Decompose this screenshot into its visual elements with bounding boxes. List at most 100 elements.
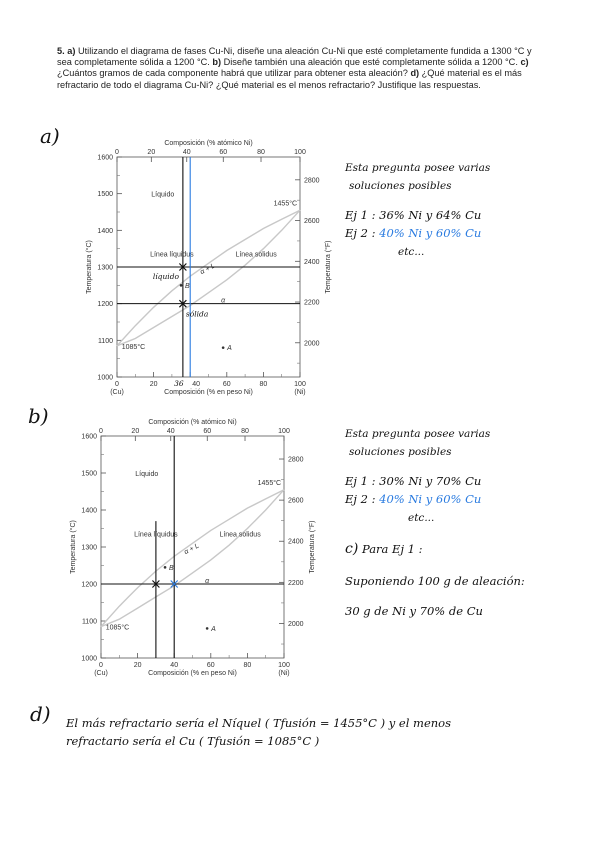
label-liquid: Líquido [151, 192, 174, 199]
bottom-tick-label: 20 [150, 381, 158, 388]
left-tick-label: 1600 [81, 434, 97, 441]
left-tick-label: 1500 [97, 191, 113, 198]
top-tick-label: 20 [147, 149, 155, 156]
answer-a-ej2-prefix: Ej 2 : [345, 226, 376, 240]
answer-a-line2: soluciones posibles [349, 180, 452, 192]
answer-a-etc: etc... [398, 246, 425, 258]
right-tick-label: 2200 [304, 300, 320, 307]
right-tick-label: 2200 [288, 580, 304, 587]
question-a-marker: a) [67, 46, 76, 56]
answer-b-ej1-text: 30% Ni y 70% Cu [379, 474, 482, 488]
left-tick-label: 1400 [81, 508, 97, 515]
label-solidus: Línea solidus [235, 252, 277, 259]
answer-b-ej2: Ej 2 : 40% Ni y 60% Cu [345, 492, 481, 506]
point-b-label: B [185, 283, 190, 290]
top-axis-title: Composición (% atómico Ni) [148, 419, 236, 426]
left-tick-label: 1200 [81, 582, 97, 589]
top-tick-label: 0 [99, 428, 103, 435]
bottom-tick-label: 0 [115, 381, 119, 388]
right-tick-label: 2600 [304, 218, 320, 225]
answer-c-heading: c) Para Ej 1 : [345, 541, 423, 557]
cross-mark [178, 263, 187, 271]
answer-d-line2: refractario sería el Cu ( Tfusión = 1085… [66, 734, 320, 748]
label-cu-melt: 1085°C [106, 624, 129, 632]
answer-a-ej2-text: 40% Ni y 60% Cu [379, 226, 482, 240]
top-tick-label: 40 [167, 428, 175, 435]
point-b-dot [179, 284, 183, 287]
top-tick-label: 60 [203, 428, 211, 435]
right-tick-label: 2400 [304, 259, 320, 266]
answer-a-ej1-text: 36% Ni y 64% Cu [379, 208, 482, 222]
label-ni-melt: 1455°C [258, 479, 281, 487]
point-a-dot [205, 627, 209, 630]
left-tick-label: 1000 [97, 375, 113, 382]
cross-mark [170, 580, 179, 588]
right-tick-label: 2800 [304, 177, 320, 184]
question-d-marker: d) [410, 68, 420, 79]
right-tick-label: 2000 [288, 621, 304, 628]
top-axis-title: Composición (% atómico Ni) [164, 140, 252, 147]
question-number: 5. [57, 46, 65, 56]
question-c-marker: c) [520, 57, 529, 68]
label-solidus: Línea solidus [219, 532, 261, 539]
right-axis-title: Temperatura (°F) [324, 241, 332, 294]
answer-b-ej1-prefix: Ej 1 : [345, 474, 376, 488]
answer-b-etc: etc... [408, 512, 435, 524]
answer-b-ej2-prefix: Ej 2 : [345, 492, 376, 506]
answer-b-ej1: Ej 1 : 30% Ni y 70% Cu [345, 474, 481, 488]
point-a-label: A [210, 626, 216, 633]
plot-frame [100, 435, 285, 659]
point-a-label: A [226, 345, 232, 352]
left-tick-label: 1100 [82, 619, 97, 626]
bottom-tick-label: 40 [170, 662, 178, 669]
left-tick-label: 1600 [97, 155, 113, 162]
solidus-line [116, 209, 301, 347]
bottom-end-cu: (Cu) [110, 389, 124, 396]
left-tick-label: 1300 [97, 265, 113, 272]
bottom-tick-label: 80 [244, 662, 252, 669]
left-axis-title: Temperatura (°C) [69, 520, 77, 574]
answer-c-label: c) [345, 541, 359, 557]
question-a-text: Utilizando el diagrama de fases Cu-Ni, d… [57, 46, 532, 68]
cross-mark [151, 580, 160, 588]
phase-diagram-a: 1600150014001300120011001000280026002400… [85, 140, 332, 396]
bottom-tick-label: 100 [294, 381, 306, 388]
right-tick-label: 2000 [304, 340, 320, 347]
label-liquid: Líquido [135, 471, 158, 478]
right-tick-label: 2400 [288, 539, 304, 546]
answer-c-line2: Suponiendo 100 g de aleación: [345, 574, 525, 588]
top-tick-label: 0 [115, 149, 119, 156]
question-text: 5. a) Utilizando el diagrama de fases Cu… [57, 46, 545, 91]
question-d-text: ¿Qué material es el más refractario de t… [57, 68, 522, 90]
top-tick-label: 80 [257, 149, 265, 156]
handwritten-36: 36 [174, 379, 184, 388]
cross-mark [178, 299, 187, 308]
bottom-tick-label: 80 [260, 381, 268, 388]
bottom-axis-title: Composición (% en peso Ni) [148, 670, 237, 677]
label-ni-melt: 1455°C [274, 199, 297, 207]
answer-a-ej1: Ej 1 : 36% Ni y 64% Cu [345, 208, 481, 222]
handwritten-liquido: líquido [153, 272, 180, 281]
bottom-tick-label: 60 [223, 381, 231, 388]
question-b-marker: b) [212, 57, 222, 68]
question-b-text: Diseñe también una aleación que esté com… [221, 57, 521, 68]
top-tick-label: 80 [241, 428, 249, 435]
answer-d-line1: El más refractario sería el Níquel ( Tfu… [66, 716, 451, 730]
answer-b-line1: Esta pregunta posee varias [345, 428, 491, 440]
answer-a-label: a) [40, 124, 60, 148]
bottom-tick-label: 100 [278, 662, 290, 669]
top-tick-label: 20 [131, 428, 139, 435]
handwritten-solida: sólida [186, 310, 208, 319]
right-tick-label: 2800 [288, 457, 304, 464]
bottom-end-ni: (Ni) [278, 670, 289, 677]
left-tick-label: 1400 [97, 228, 113, 235]
label-liquidus: Línea líquidus [150, 252, 194, 259]
right-axis-title: Temperatura (°F) [308, 521, 316, 574]
top-tick-label: 40 [183, 149, 191, 156]
answer-d-label: d) [30, 702, 51, 726]
answer-c-line1: Para Ej 1 : [361, 542, 423, 556]
liquidus-line [100, 489, 285, 628]
bottom-tick-label: 0 [99, 662, 103, 669]
answer-c-line3: 30 g de Ni y 70% de Cu [345, 604, 483, 618]
left-tick-label: 1300 [81, 545, 97, 552]
